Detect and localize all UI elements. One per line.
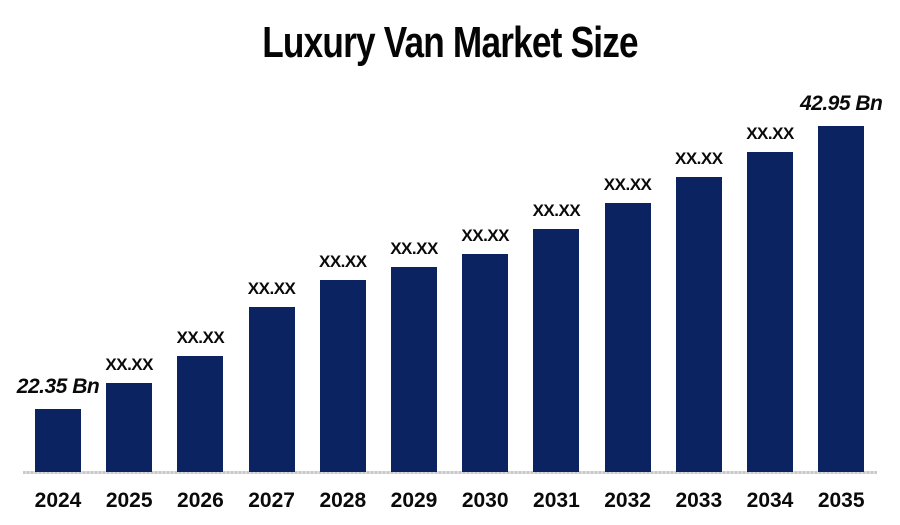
x-axis-label-2034: 2034 xyxy=(746,489,794,512)
bar-2031 xyxy=(533,229,580,472)
bar-2034 xyxy=(747,152,793,472)
bar-2028 xyxy=(319,280,366,472)
x-axis-label-2031: 2031 xyxy=(533,489,580,512)
data-label-2030: XX.XX xyxy=(461,226,509,245)
data-label-2024: 22.35 Bn xyxy=(16,375,100,398)
x-axis-label-2035: 2035 xyxy=(817,489,865,512)
data-label-2031: XX.XX xyxy=(532,201,581,220)
bar-2032 xyxy=(604,203,651,472)
x-axis-label-2032: 2032 xyxy=(604,489,651,512)
x-axis-label-2028: 2028 xyxy=(319,489,367,512)
chart-title: Luxury Van Market Size xyxy=(262,18,638,67)
bar-2033 xyxy=(675,177,722,472)
data-label-2034: XX.XX xyxy=(746,124,794,143)
data-label-2027: XX.XX xyxy=(247,279,296,298)
data-label-2032: XX.XX xyxy=(603,175,652,194)
data-label-2028: XX.XX xyxy=(319,252,367,271)
x-axis-label-2025: 2025 xyxy=(105,489,153,512)
x-axis-label-2024: 2024 xyxy=(34,489,82,512)
bar-2035 xyxy=(818,126,865,472)
bar-2027 xyxy=(248,307,295,472)
data-label-2029: XX.XX xyxy=(390,239,438,258)
data-label-2035: 42.95 Bn xyxy=(799,92,883,115)
x-axis-line xyxy=(23,471,877,474)
bar-2029 xyxy=(391,267,437,472)
x-axis-label-2026: 2026 xyxy=(177,489,224,512)
x-axis-label-2027: 2027 xyxy=(248,489,295,512)
bar-2025 xyxy=(106,383,153,472)
bar-2030 xyxy=(462,254,509,472)
bar-2024 xyxy=(35,409,81,472)
data-label-2026: XX.XX xyxy=(176,328,225,347)
x-axis-label-2029: 2029 xyxy=(390,489,438,512)
x-axis-label-2030: 2030 xyxy=(461,489,509,512)
data-label-2025: XX.XX xyxy=(105,355,153,374)
bar-2026 xyxy=(177,356,224,472)
data-label-2033: XX.XX xyxy=(675,149,723,168)
x-axis-label-2033: 2033 xyxy=(675,489,723,512)
